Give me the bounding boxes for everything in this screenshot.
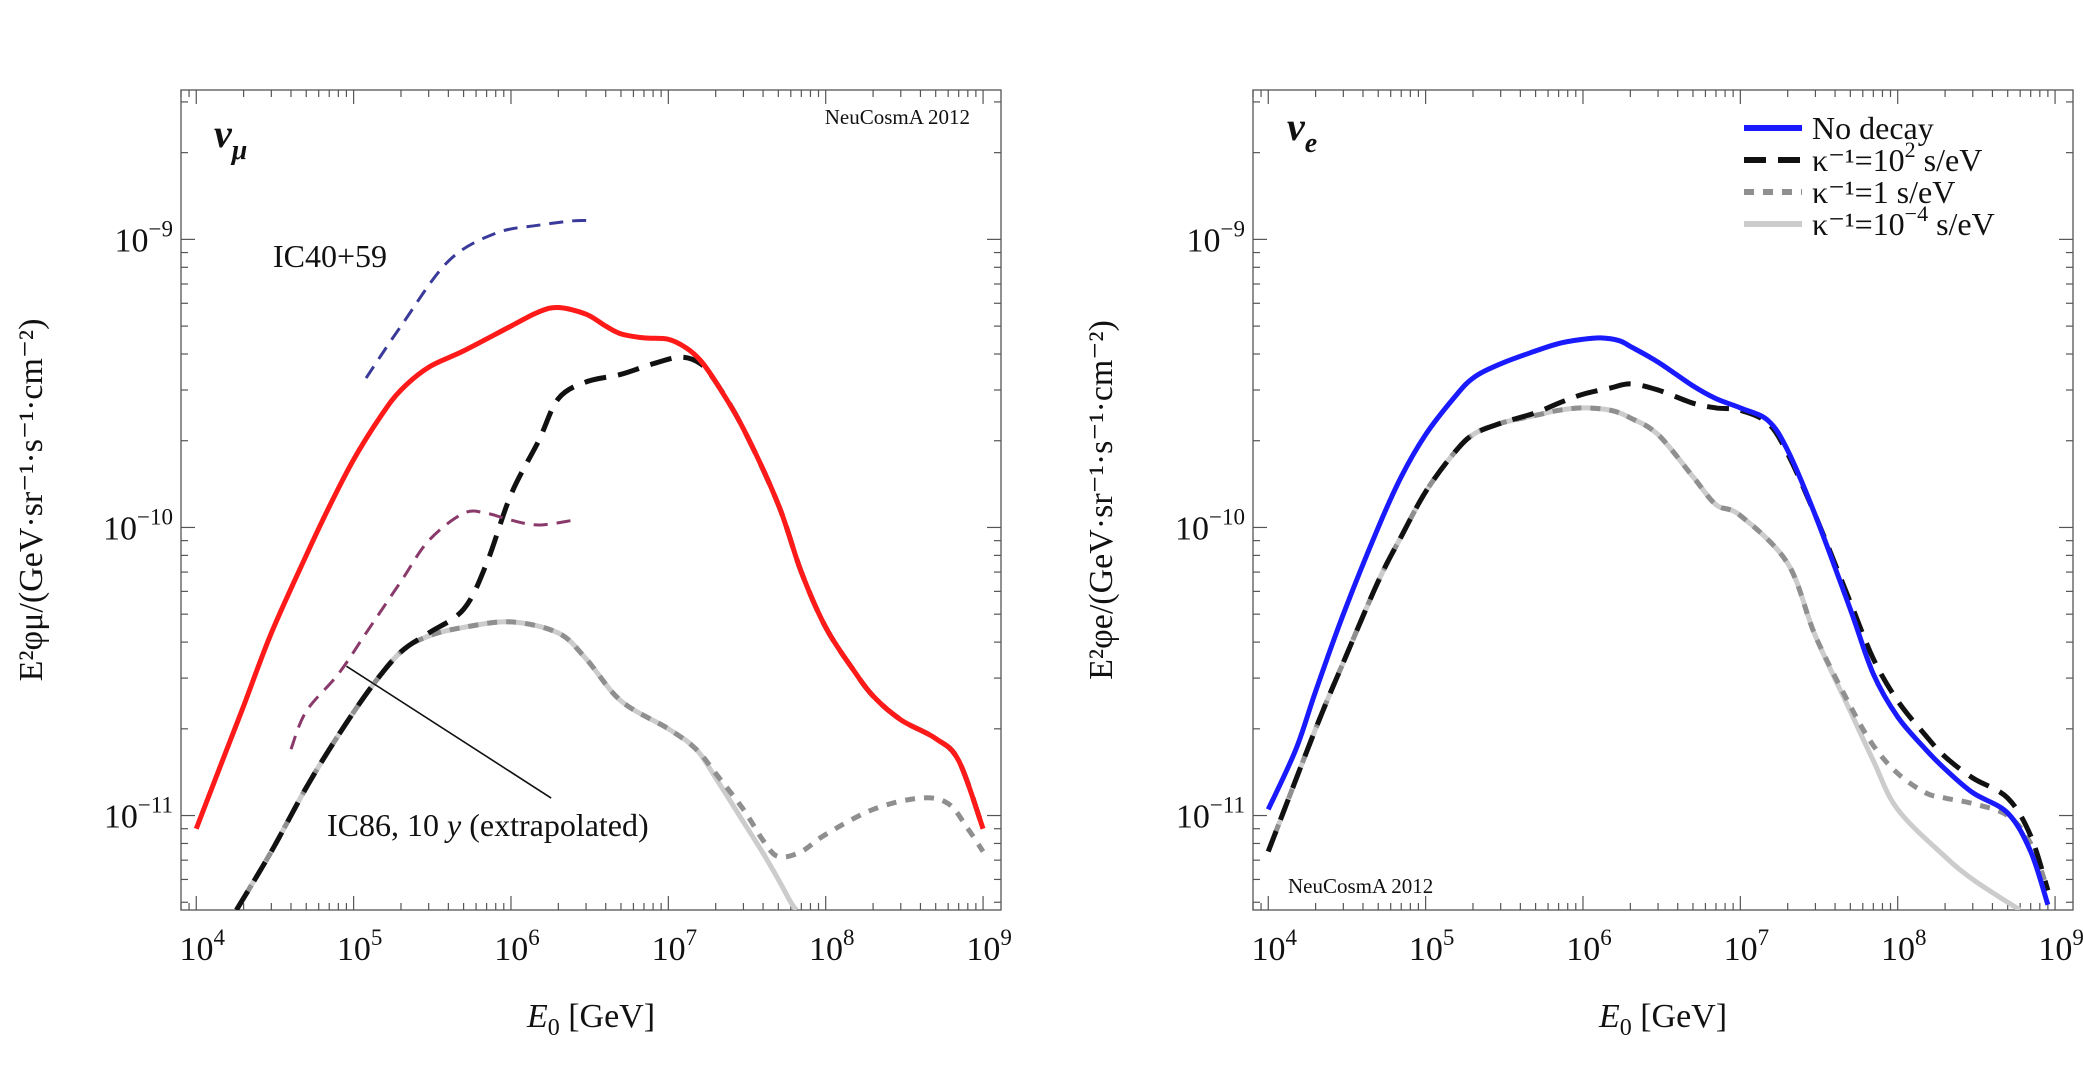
x-tick-label: 108 [809, 925, 855, 968]
y-tick-label: 10−9 [1187, 216, 1245, 259]
x-tick-label: 105 [337, 925, 383, 968]
panel-title: νe [1287, 104, 1317, 159]
annotation-pointer-line [345, 665, 552, 799]
series-curves [193, 218, 986, 910]
series-line-no-decay [193, 304, 986, 830]
x-tick-label: 108 [1881, 925, 1927, 968]
y-tick-label: 10−10 [103, 504, 173, 547]
y-tick-label: 10−11 [104, 793, 173, 836]
axis-ticks [180, 90, 1001, 910]
watermark: NeuCosmA 2012 [1288, 874, 1433, 898]
watermark: NeuCosmA 2012 [825, 105, 970, 129]
legend-label: No decay [1812, 110, 1934, 146]
y-axis-label: E²φμ/(GeV·sr⁻¹·s⁻¹·cm⁻²) [13, 319, 50, 682]
plot-frame [1252, 89, 2074, 911]
series-line-10-s-ev [1265, 405, 2022, 910]
y-tick-label: 10−9 [115, 216, 173, 259]
y-tick-label: 10−11 [1176, 793, 1245, 836]
series-line-ic40-59 [364, 218, 593, 379]
x-tick-label: 107 [1724, 925, 1770, 968]
y-axis-label: E²φe/(GeV·sr⁻¹·s⁻¹·cm⁻²) [1083, 320, 1120, 680]
x-axis-label: E0 [GeV] [526, 998, 655, 1041]
x-axis-label: E0 [GeV] [1598, 998, 1727, 1041]
series-line-ic86-10-y-extrapolated [289, 509, 574, 750]
series-line-1-s-ev [234, 619, 986, 910]
tick-labels: 104 105 106 107 108 109 10−11 10−10 10−9 [103, 216, 1012, 968]
legend-label: κ⁻¹=1 s/eV [1812, 174, 1955, 210]
annotation-ic86: IC86, 10 y (extrapolated) [327, 807, 649, 843]
x-tick-label: 109 [2038, 925, 2083, 968]
x-tick-label: 106 [1566, 925, 1612, 968]
series-line-10-s-ev [1265, 381, 2051, 892]
x-tick-label: 109 [966, 925, 1012, 968]
x-tick-label: 104 [180, 925, 226, 968]
series-line-no-decay [1265, 335, 2051, 906]
legend-label: κ⁻¹=10−4 s/eV [1812, 201, 1995, 242]
annotation-ic40: IC40+59 [273, 238, 387, 274]
series-curves [1265, 335, 2051, 910]
y-tick-label: 10−10 [1175, 504, 1245, 547]
x-tick-label: 105 [1409, 925, 1455, 968]
series-line-10-s-ev [234, 619, 799, 910]
tick-labels: 104 105 106 107 108 109 10−11 10−10 10−9 [1175, 216, 2083, 968]
series-line-1-s-ev [1265, 405, 2051, 892]
plot-frame [180, 89, 1002, 911]
x-tick-label: 106 [494, 925, 540, 968]
x-tick-label: 107 [652, 925, 698, 968]
panel-numu: 104 105 106 107 108 109 10−11 10−10 10−9 νμ NeuC… [13, 89, 1012, 1041]
panel-nue: 104 105 106 107 108 109 10−11 10−10 10−9 νe NeuC… [1083, 89, 2083, 1041]
x-tick-label: 104 [1252, 925, 1298, 968]
panel-title: νμ [214, 111, 247, 166]
legend-label: κ⁻¹=102 s/eV [1812, 137, 1982, 178]
